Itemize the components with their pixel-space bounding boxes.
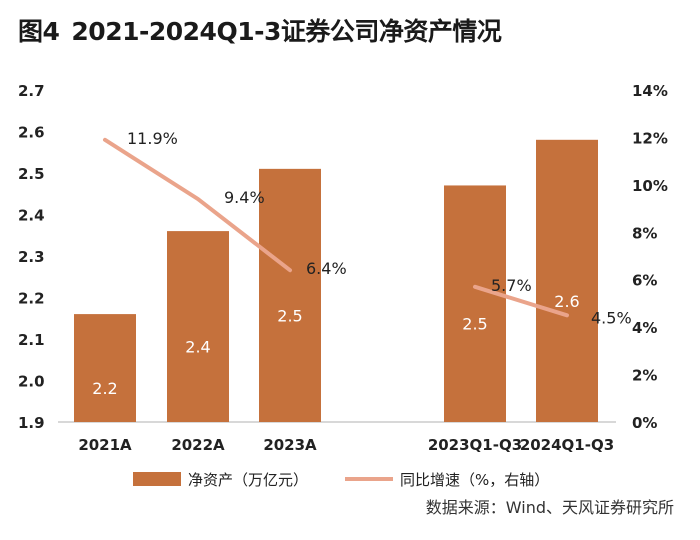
x-tick-label: 2024Q1-Q3 <box>520 436 614 454</box>
y-left-tick-label: 2.0 <box>18 373 45 391</box>
y-right-tick-label: 2% <box>632 367 657 385</box>
bar-data-label: 2.6 <box>554 292 579 311</box>
line-data-label: 9.4% <box>224 188 265 207</box>
y-left-tick-label: 2.3 <box>18 248 45 266</box>
line-data-label: 11.9% <box>127 129 178 148</box>
bar-data-label: 2.5 <box>277 306 302 325</box>
legend-bar-swatch <box>133 472 181 486</box>
y-left-tick-label: 2.5 <box>18 165 45 183</box>
bar <box>259 168 321 422</box>
source-note: 数据来源：Wind、天风证券研究所 <box>425 498 674 517</box>
line-data-label: 5.7% <box>491 276 532 295</box>
bar <box>444 185 506 422</box>
x-tick-label: 2023A <box>263 436 317 454</box>
bar <box>167 231 229 422</box>
line-data-label: 6.4% <box>306 259 347 278</box>
y-right-tick-label: 6% <box>632 272 657 290</box>
y-right-tick-label: 12% <box>632 129 668 147</box>
y-right-tick-label: 10% <box>632 177 668 195</box>
growth-line-segment <box>473 284 569 318</box>
figure-title: 2021-2024Q1-3证券公司净资产情况 <box>71 17 502 46</box>
y-right-tick-label: 8% <box>632 224 657 242</box>
bar-data-label: 2.2 <box>92 379 117 398</box>
figure-label: 图4 <box>18 17 60 46</box>
y-left-tick-label: 1.9 <box>18 414 45 432</box>
bar-data-label: 2.5 <box>462 315 487 334</box>
legend-line-label: 同比增速（%，右轴） <box>400 471 549 489</box>
bar <box>536 139 598 423</box>
chart-title: 图4 2021-2024Q1-3证券公司净资产情况 <box>18 12 502 48</box>
y-right-tick-label: 4% <box>632 319 657 337</box>
growth-line-segment <box>103 137 292 273</box>
x-tick-label: 2021A <box>78 436 132 454</box>
bar-data-label: 2.4 <box>185 338 210 357</box>
x-tick-label: 2022A <box>171 436 225 454</box>
line-data-label: 4.5% <box>591 308 632 327</box>
y-right-tick-label: 14% <box>632 82 668 100</box>
y-left-tick-label: 2.1 <box>18 331 45 349</box>
bar <box>74 314 136 422</box>
y-left-tick-label: 2.4 <box>18 207 45 225</box>
y-left-tick-label: 2.2 <box>18 290 45 308</box>
x-tick-label: 2023Q1-Q3 <box>428 436 522 454</box>
y-left-tick-label: 2.7 <box>18 82 45 100</box>
y-left-tick-label: 2.6 <box>18 124 45 142</box>
y-right-tick-label: 0% <box>632 414 657 432</box>
legend-bar-label: 净资产（万亿元） <box>188 471 308 489</box>
